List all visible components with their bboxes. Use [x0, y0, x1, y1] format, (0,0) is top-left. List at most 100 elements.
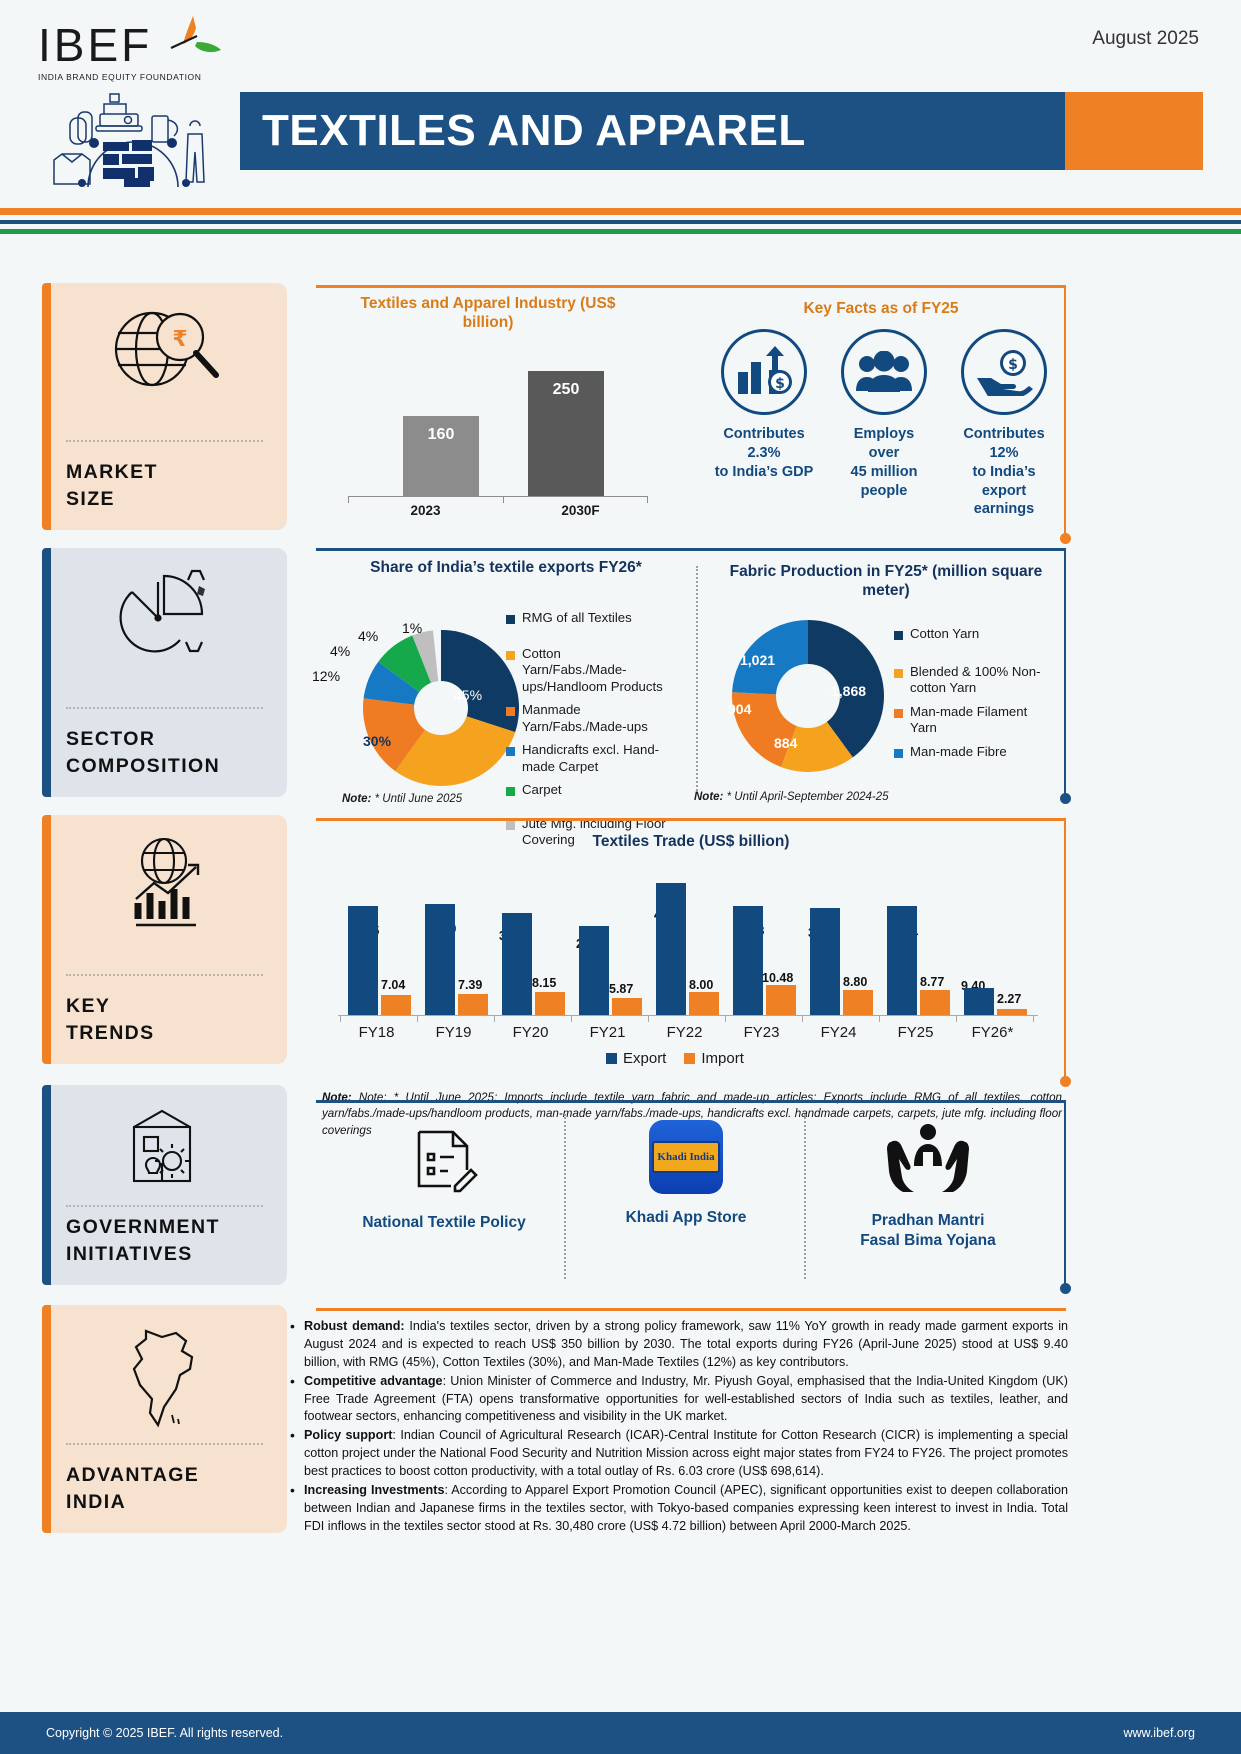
initiative-khadi-app-store[interactable]: Khadi India Khadi App Store — [566, 1120, 806, 1228]
globe-bar-growth-icon — [42, 833, 287, 933]
x-label-fy21: FY21 — [589, 1024, 626, 1041]
svg-text:$: $ — [1008, 357, 1018, 373]
key-trends-panel: Textiles Trade (US$ billion) 36.75 7.04 … — [316, 818, 1071, 1087]
ibef-logo: IBEF INDIA BRAND EQUITY FOUNDATION — [38, 16, 221, 82]
initiative-label: National Textile Policy — [362, 1214, 526, 1231]
legend-item: Man-made Filament Yarn — [894, 704, 1054, 737]
sidebar-item-label: GOVERNMENT INITIATIVES — [66, 1216, 220, 1265]
legend-item: Blended & 100% Non-cotton Yarn — [894, 664, 1054, 697]
export-bar-fy21 — [579, 926, 609, 1016]
page-title-text: TEXTILES AND APPAREL — [262, 106, 806, 155]
textiles-hero-icon — [53, 93, 205, 188]
legend-item: RMG of all Textiles — [506, 610, 666, 627]
key-fact-exports-text: Contributes 12% to India’s export earnings — [963, 426, 1045, 518]
key-fact-gdp: $ Contributes 2.3% to India’s GDP — [708, 329, 820, 482]
market-size-bar-chart: 160 250 — [348, 367, 648, 503]
issue-date: August 2025 — [1092, 28, 1199, 49]
export-bar-fy22 — [656, 882, 686, 1016]
export-bar-fy23 — [733, 905, 763, 1016]
sidebar-item-sector-composition[interactable]: SECTOR COMPOSITION — [42, 548, 287, 797]
legend-item: Man-made Fibre — [894, 744, 1054, 761]
import-bar-fy23 — [766, 984, 796, 1016]
key-facts-row: $ Contributes 2.3% to India’s GDP Employs… — [708, 329, 1060, 519]
import-bar-fy19 — [458, 993, 488, 1016]
bar-value-2030f: 250 — [552, 380, 580, 398]
x-label-fy22: FY22 — [666, 1024, 703, 1041]
sidebar-item-market-size[interactable]: ₹ MARKET SIZE — [42, 283, 287, 530]
bullet-policy-support: Policy support: Indian Council of Agricu… — [288, 1426, 1068, 1481]
bullet-competitive-advantage: Competitive advantage: Union Minister of… — [288, 1372, 1068, 1427]
advantage-india-divider — [316, 1308, 1066, 1311]
donut-label-blended: 884 — [774, 735, 798, 751]
export-bar-fy25 — [887, 906, 917, 1016]
x-label-fy24: FY24 — [820, 1024, 857, 1041]
legend-item-import: Import — [684, 1050, 744, 1067]
market-size-panel: Textiles and Apparel Industry (US$ billi… — [316, 285, 1071, 544]
khadi-app-store-icon: Khadi India — [649, 1120, 723, 1194]
x-label-fy26: FY26* — [971, 1024, 1014, 1041]
x-label-fy25: FY25 — [897, 1024, 934, 1041]
sidebar-item-government-initiatives[interactable]: GOVERNMENT INITIATIVES — [42, 1085, 287, 1285]
fabric-production-donut-chart — [732, 620, 885, 772]
x-label-fy18: FY18 — [358, 1024, 395, 1041]
key-fact-employment: Employs over 45 million people — [830, 329, 938, 500]
import-value-fy20: 8.15 — [532, 976, 557, 990]
import-value-fy24: 8.80 — [843, 975, 868, 989]
import-value-fy26: 2.27 — [997, 992, 1022, 1006]
export-bar-fy18 — [348, 905, 378, 1016]
bar-chart-dollar-arrow-icon: $ — [721, 329, 807, 415]
export-bar-fy26 — [964, 987, 994, 1016]
textiles-trade-bar-chart: 36.75 7.04 37.50 7.39 34.21 8.15 29.87 5… — [338, 866, 1038, 1022]
import-bar-fy24 — [843, 989, 873, 1016]
pie-label-4b: 4% — [358, 628, 379, 644]
hands-people-care-icon — [887, 1124, 969, 1192]
import-bar-fy22 — [689, 992, 719, 1016]
initiative-national-textile-policy[interactable]: National Textile Policy — [324, 1124, 564, 1233]
bar-2023: 160 — [403, 416, 479, 497]
page-header: IBEF INDIA BRAND EQUITY FOUNDATION — [0, 0, 1241, 234]
fabric-production-chart-title: Fabric Production in FY25* (million squa… — [729, 563, 1043, 600]
sidebar-item-label: KEY TRENDS — [66, 995, 155, 1044]
legend-item: Cotton Yarn — [894, 626, 1054, 643]
exports-share-pie-chart — [362, 630, 520, 786]
donut-label-cotton: 1,868 — [831, 683, 867, 699]
pie-label-45: 45% — [454, 687, 483, 703]
textiles-trade-chart-title: Textiles Trade (US$ billion) — [592, 833, 790, 850]
import-value-fy18: 7.04 — [381, 978, 406, 992]
pie-label-30: 30% — [363, 733, 392, 749]
sidebar-item-key-trends[interactable]: KEY TRENDS — [42, 815, 287, 1064]
key-fact-employment-text: Employs over 45 million people — [850, 426, 918, 499]
ibef-bird-icon — [170, 16, 221, 53]
market-size-chart-title: Textiles and Apparel Industry (US$ billi… — [360, 295, 616, 332]
exports-share-chart-title: Share of India’s textile exports FY26* — [370, 559, 642, 576]
legend-item-export: Export — [606, 1050, 666, 1067]
website-link[interactable]: www.ibef.org — [1123, 1726, 1195, 1740]
panel-divider — [696, 566, 698, 794]
legend-item: Handicrafts excl. Hand-made Carpet — [506, 742, 666, 775]
bullet-robust-demand: Robust demand: India's textiles sector, … — [288, 1317, 1068, 1372]
donut-label-filament: 904 — [728, 701, 752, 717]
fabric-production-legend: Cotton Yarn Blended & 100% Non-cotton Ya… — [894, 626, 1054, 767]
import-value-fy21: 5.87 — [609, 982, 634, 996]
copyright-text: Copyright © 2025 IBEF. All rights reserv… — [46, 1726, 284, 1740]
donut-label-fibre: 1,021 — [740, 652, 776, 668]
svg-text:₹: ₹ — [172, 327, 187, 352]
sidebar-item-label: ADVANTAGE INDIA — [66, 1464, 200, 1513]
page-footer: Copyright © 2025 IBEF. All rights reserv… — [0, 1712, 1241, 1754]
import-value-fy23: 10.48 — [762, 971, 794, 985]
import-value-fy25: 8.77 — [920, 975, 945, 989]
import-bar-fy20 — [535, 991, 565, 1016]
fabric-production-note: Note: * Until April-September 2024-25 — [694, 791, 889, 803]
key-facts-title: Key Facts as of FY25 — [803, 300, 959, 317]
initiative-pradhan-mantri-fasal-bima-yojana[interactable]: Pradhan Mantri Fasal Bima Yojana — [808, 1118, 1048, 1251]
factory-gear-bulb-icon — [42, 1103, 287, 1189]
import-value-fy19: 7.39 — [458, 978, 483, 992]
textiles-trade-legend: Export Import — [606, 1050, 744, 1067]
initiative-label: Pradhan Mantri Fasal Bima Yojana — [860, 1212, 996, 1250]
tricolor-divider — [0, 208, 1241, 234]
sidebar-item-advantage-india[interactable]: ADVANTAGE INDIA — [42, 1305, 287, 1533]
india-map-icon — [42, 1323, 287, 1428]
bullet-increasing-investments: Increasing Investments: According to App… — [288, 1481, 1068, 1536]
hand-holding-dollar-icon: $ — [961, 329, 1047, 415]
initiative-label: Khadi App Store — [625, 1209, 747, 1226]
